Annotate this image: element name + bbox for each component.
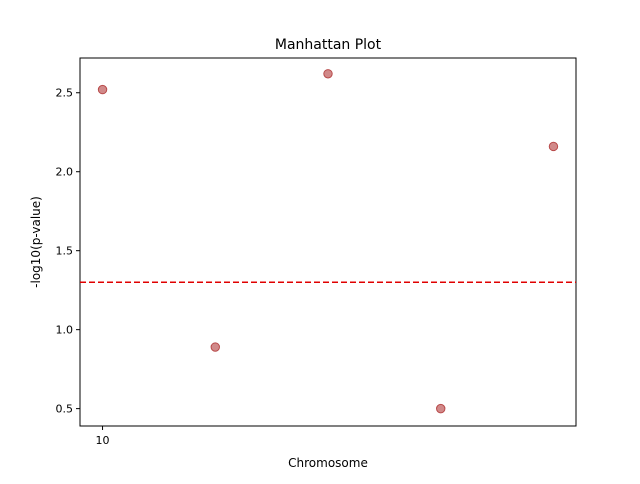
y-tick-label-3: 1.5	[56, 245, 74, 258]
plot-area-frame	[79, 57, 577, 427]
x-tick-label-1: 10	[96, 434, 110, 447]
data-point-3	[323, 69, 333, 79]
chart-title: Manhattan Plot	[275, 37, 382, 53]
y-tick-label-1: 0.5	[56, 403, 74, 416]
data-point-5	[548, 141, 559, 152]
y-tick-label-4: 2.0	[56, 166, 74, 179]
y-tick-label-5: 2.5	[56, 87, 74, 100]
data-point-2	[210, 342, 220, 352]
x-axis-ticks: 10	[96, 426, 110, 447]
data-point-4	[436, 403, 446, 414]
x-axis-label: Chromosome	[288, 456, 368, 470]
y-axis-ticks: 0.5 1.0 1.5 2.0 2.5	[56, 87, 80, 416]
data-point-1	[97, 84, 108, 95]
y-axis-label: -log10(p-value)	[29, 196, 43, 288]
points-layer	[97, 69, 559, 414]
y-tick-label-2: 1.0	[56, 324, 74, 337]
